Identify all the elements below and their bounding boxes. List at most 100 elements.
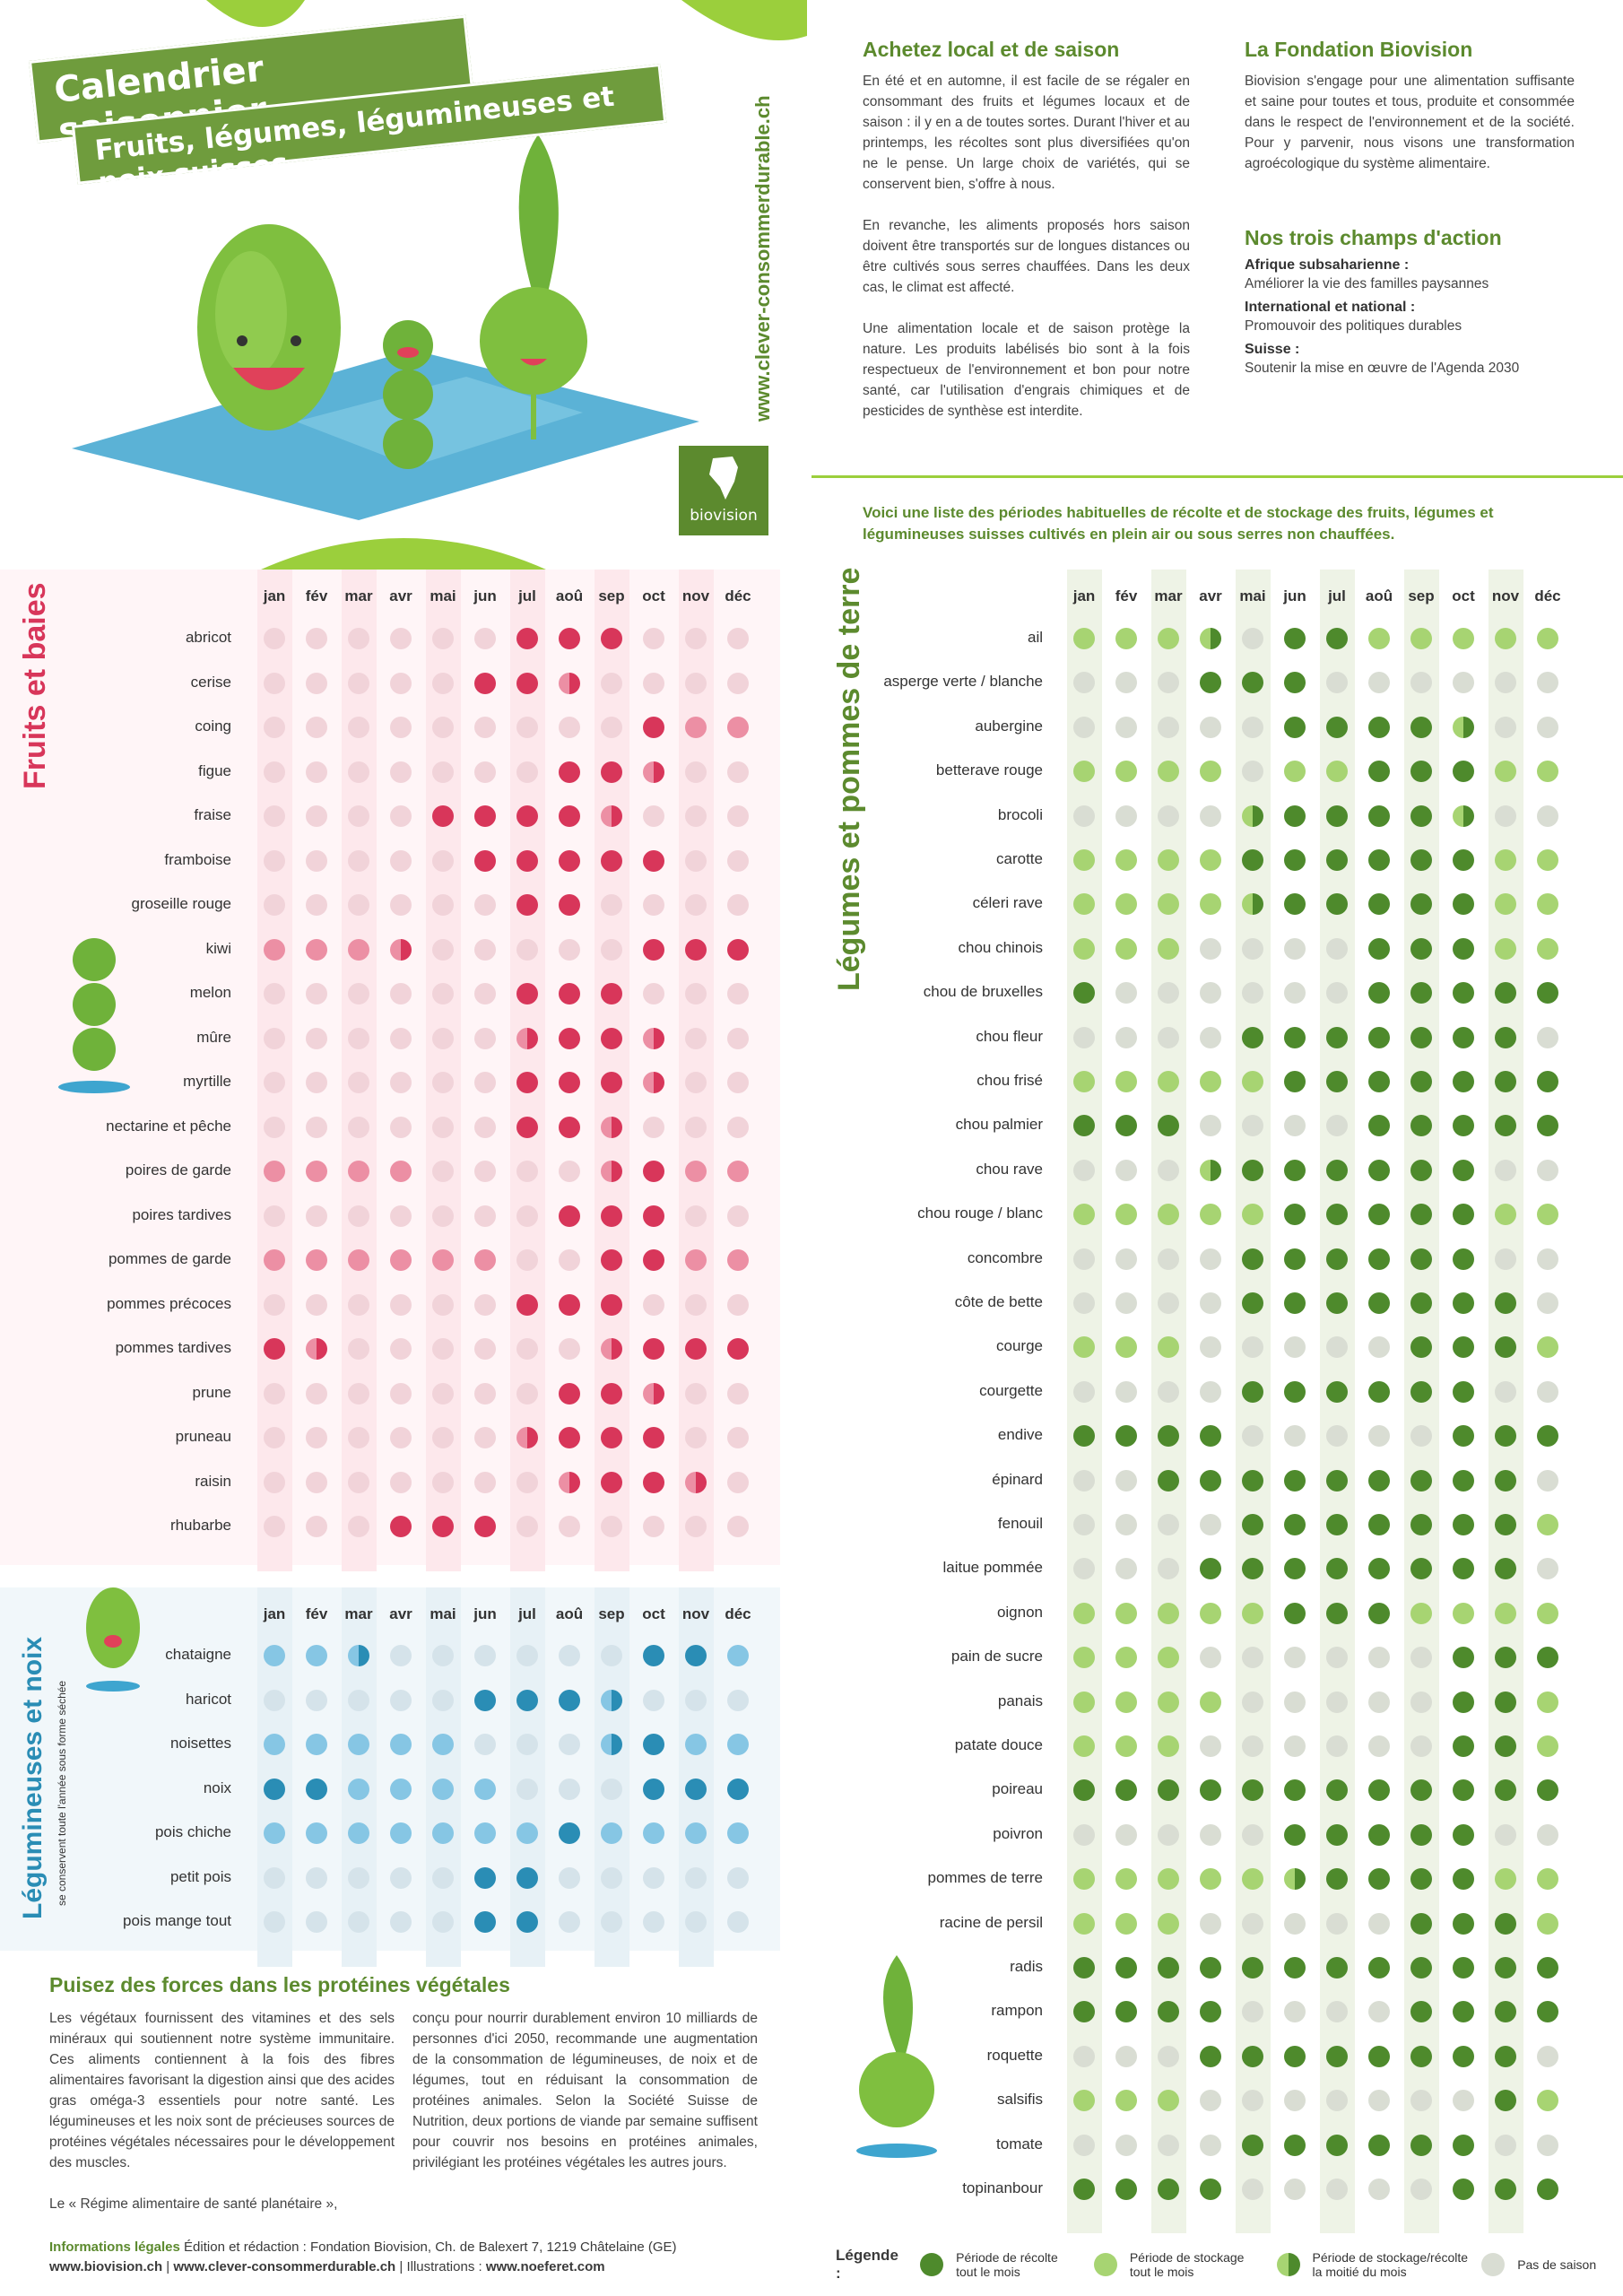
legume-season-dot <box>1453 1779 1474 1802</box>
legume-row-label: chou palmier <box>955 1116 1043 1134</box>
fruit-season-dot <box>348 1382 369 1405</box>
legume-season-dot <box>1453 1026 1474 1048</box>
legume-season-dot <box>1284 1868 1306 1891</box>
legume-season-dot <box>1073 1647 1095 1669</box>
legumineuse-month-header: fév <box>305 1605 328 1622</box>
fruit-season-dot <box>559 938 580 961</box>
fruit-season-dot <box>348 849 369 872</box>
fruit-season-dot <box>348 1205 369 1227</box>
legume-season-dot <box>1200 1912 1221 1935</box>
legumineuse-season-dot <box>516 1866 538 1889</box>
legume-season-dot <box>1495 1469 1516 1492</box>
fruit-season-dot <box>516 849 538 872</box>
legume-season-dot <box>1368 1248 1390 1270</box>
legume-season-dot <box>1410 2045 1432 2067</box>
legume-row-label: poireau <box>992 1780 1043 1798</box>
legumineuse-season-dot <box>601 1689 622 1711</box>
fruit-season-dot <box>390 1161 412 1182</box>
legumineuse-season-dot <box>559 1822 580 1844</box>
legume-season-dot <box>1158 1204 1179 1226</box>
footer-url-biovision[interactable]: www.biovision.ch <box>49 2259 163 2274</box>
fruit-season-dot <box>348 983 369 1004</box>
legume-season-dot <box>1073 849 1095 871</box>
legume-season-dot <box>1453 804 1474 827</box>
legume-season-dot <box>1453 1115 1474 1137</box>
legume-season-dot <box>1284 1469 1306 1492</box>
fruit-season-dot <box>727 1516 749 1537</box>
legume-season-dot <box>1453 893 1474 916</box>
legume-season-dot <box>1453 982 1474 1004</box>
biovision-logo[interactable]: biovision <box>679 446 768 535</box>
legume-season-dot <box>1453 849 1474 871</box>
fruit-row-label: framboise <box>164 850 231 868</box>
legume-season-dot <box>1200 1292 1221 1314</box>
fruit-season-dot <box>432 1293 454 1316</box>
legume-row-label: côte de bette <box>954 1293 1043 1310</box>
legume-season-dot <box>1410 1868 1432 1891</box>
fruit-season-dot <box>727 761 749 783</box>
fruit-season-dot <box>306 1382 327 1405</box>
legumineuses-section-title: Légumineuses et noix <box>18 1636 48 1919</box>
fruit-season-dot <box>727 1072 749 1093</box>
footer-url-clever[interactable]: www.clever-consommerdurable.ch <box>173 2259 396 2274</box>
legume-season-dot <box>1453 2045 1474 2067</box>
legume-season-dot <box>1326 1026 1348 1048</box>
legume-season-dot <box>1158 1735 1179 1757</box>
fruit-month-header: fév <box>305 587 328 604</box>
legume-season-dot <box>1242 2090 1263 2112</box>
fruit-season-dot <box>727 849 749 872</box>
legume-season-dot <box>1115 2179 1137 2200</box>
legume-season-dot <box>1284 1292 1306 1314</box>
fruit-season-dot <box>306 1161 327 1182</box>
legumineuse-season-dot <box>643 1645 664 1666</box>
fruit-season-dot <box>601 1116 622 1138</box>
legume-season-dot <box>1115 2001 1137 2023</box>
legume-season-dot <box>1368 804 1390 827</box>
legume-season-dot <box>1200 672 1221 694</box>
legume-season-dot <box>1242 1735 1263 1757</box>
legume-season-dot <box>1200 1248 1221 1270</box>
legumineuse-season-dot <box>306 1734 327 1755</box>
legume-season-dot <box>1284 1691 1306 1713</box>
legume-month-header: mai <box>1239 587 1266 604</box>
legume-season-dot <box>1495 804 1516 827</box>
fruit-season-dot <box>348 1516 369 1537</box>
fruit-season-dot <box>474 849 496 872</box>
legume-season-dot <box>1242 1248 1263 1270</box>
fruit-season-dot <box>474 1471 496 1493</box>
legume-season-dot <box>1495 893 1516 916</box>
fruit-month-header: mar <box>344 587 373 604</box>
fruit-season-dot <box>474 1249 496 1271</box>
fruit-season-dot <box>432 1471 454 1493</box>
legume-season-dot <box>1326 937 1348 960</box>
fruit-month-header: sep <box>598 587 625 604</box>
legume-season-dot <box>1537 1514 1558 1535</box>
fruit-season-dot <box>390 1382 412 1405</box>
fruit-row-label: pommes tardives <box>115 1339 231 1356</box>
footer-url-noeferet[interactable]: www.noeferet.com <box>485 2259 605 2274</box>
legume-season-dot <box>1073 2090 1095 2112</box>
legume-season-dot <box>1284 1071 1306 1092</box>
fruit-season-dot <box>306 1116 327 1138</box>
legume-season-dot <box>1242 761 1263 783</box>
legume-season-dot <box>1158 1071 1179 1092</box>
legume-season-dot <box>1115 2134 1137 2156</box>
legumineuse-season-dot <box>559 1734 580 1755</box>
legume-season-dot <box>1200 1735 1221 1757</box>
vertical-website-url[interactable]: www.clever-consommerdurable.ch <box>751 95 774 422</box>
fruit-season-dot <box>390 1516 412 1537</box>
legume-season-dot <box>1368 1204 1390 1226</box>
legume-season-dot <box>1537 2179 1558 2200</box>
fruit-row-label: fraise <box>194 806 231 823</box>
legumineuse-season-dot <box>432 1734 454 1755</box>
fruit-season-dot <box>601 1471 622 1493</box>
fruit-season-dot <box>474 1338 496 1360</box>
footer-legal: Informations légales Édition et rédactio… <box>49 2239 677 2274</box>
fruit-season-dot <box>432 761 454 783</box>
fruit-season-dot <box>306 1027 327 1049</box>
legumineuse-month-header: aoû <box>555 1605 584 1622</box>
legume-row-label: concombre <box>967 1248 1043 1266</box>
fruit-season-dot <box>264 1427 285 1448</box>
fruit-season-dot <box>474 717 496 738</box>
legumineuse-season-dot <box>516 1689 538 1711</box>
